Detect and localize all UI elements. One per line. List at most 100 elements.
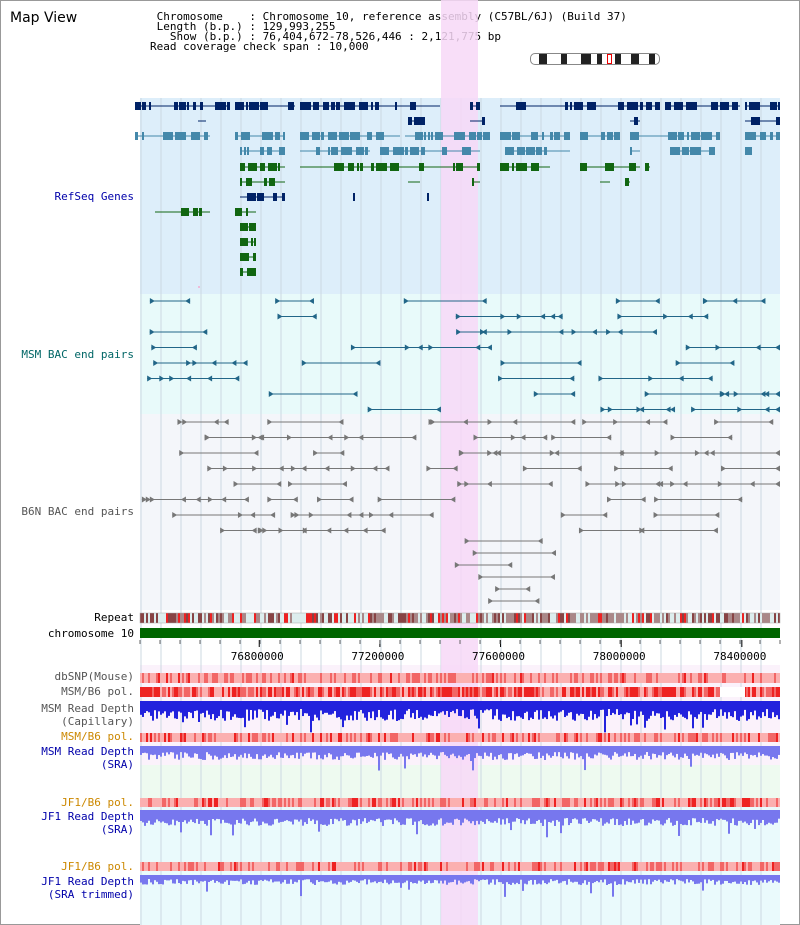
jf1-read-depth-trim-bar xyxy=(182,875,184,881)
jf1-b6-pol-mark xyxy=(544,798,546,807)
dbsnp-mark xyxy=(418,673,420,683)
msm-read-depth-cap-bar xyxy=(604,701,606,733)
refseq-gene-exon xyxy=(512,163,514,171)
jf1-read-depth-trim-bar xyxy=(200,875,202,882)
refseq-gene-exon xyxy=(247,268,256,276)
jf1-read-depth-trim-bar xyxy=(608,875,610,884)
dbsnp-mark xyxy=(454,673,456,683)
msm-read-depth-sra-bar xyxy=(596,746,598,756)
msm-read-depth-sra-bar xyxy=(364,746,366,757)
jf1-read-depth-trim-bar xyxy=(558,875,560,884)
repeat-mark xyxy=(628,613,630,623)
repeat-mark xyxy=(684,613,686,623)
bac-end-marker xyxy=(537,538,543,544)
jf1-read-depth-trim-bar xyxy=(556,875,558,880)
jf1-b6-pol-mark xyxy=(712,862,714,871)
chromosome-ideogram[interactable] xyxy=(530,53,660,65)
msm-read-depth-cap-bar xyxy=(424,701,426,718)
msm-read-depth-cap-bar xyxy=(300,701,302,710)
jf1-read-depth-trim-bar xyxy=(658,875,660,880)
jf1-b6-pol-mark xyxy=(438,862,440,871)
jf1-b6-pol-mark xyxy=(326,798,328,807)
refseq-gene-exon xyxy=(260,163,265,171)
msm-b6-pol-mark xyxy=(484,733,486,742)
msm-b6-pol-mark xyxy=(594,687,596,697)
jf1-read-depth-sra-bar xyxy=(302,810,304,826)
jf1-read-depth-trim-bar xyxy=(376,875,378,884)
dbsnp-mark xyxy=(212,673,214,683)
msm-read-depth-cap-bar xyxy=(270,701,272,717)
jf1-b6-pol-mark xyxy=(424,862,426,871)
repeat-mark xyxy=(650,613,652,623)
repeat-mark xyxy=(300,613,302,623)
jf1-read-depth-trim-bar xyxy=(268,875,270,882)
msm-read-depth-cap-bar xyxy=(708,701,710,715)
jf1-b6-pol-mark xyxy=(194,862,196,871)
msm-b6-pol-mark xyxy=(476,687,478,697)
repeat-mark xyxy=(626,613,628,623)
msm-read-depth-sra-bar xyxy=(216,746,218,757)
jf1-b6-pol-mark xyxy=(286,798,288,807)
jf1-b6-pol-mark xyxy=(668,798,670,807)
jf1-read-depth-trim-bar xyxy=(446,875,448,885)
jf1-read-depth-trim-bar xyxy=(434,875,436,881)
msm-b6-pol-mark xyxy=(526,733,528,742)
jf1-b6-pol-mark xyxy=(258,798,260,807)
jf1-b6-pol-mark xyxy=(320,798,322,807)
msm-b6-pol-mark xyxy=(152,733,154,742)
dbsnp-mark xyxy=(226,673,228,683)
repeat-mark xyxy=(576,613,578,623)
msm-b6-pol-mark xyxy=(318,687,320,697)
repeat-mark xyxy=(578,613,580,623)
jf1-b6-pol-mark xyxy=(430,798,432,807)
jf1-b6-pol-mark xyxy=(774,862,776,871)
repeat-mark xyxy=(648,613,650,623)
jf1-read-depth-trim-bar xyxy=(244,875,246,884)
bac-end-marker xyxy=(192,360,198,366)
jf1-b6-pol-mark xyxy=(404,798,406,807)
jf1-b6-pol-mark xyxy=(322,798,324,807)
jf1-read-depth-trim-bar xyxy=(614,875,616,882)
jf1-b6-pol-mark xyxy=(708,862,710,871)
jf1-read-depth-sra-bar xyxy=(758,810,760,826)
jf1-read-depth-trim-bar xyxy=(716,875,718,882)
msm-read-depth-cap-bar xyxy=(390,701,392,711)
repeat-mark xyxy=(708,613,710,623)
msm-b6-pol-mark xyxy=(434,687,436,697)
msm-b6-pol-mark xyxy=(756,687,758,697)
msm-read-depth-sra-bar xyxy=(770,746,772,760)
refseq-gene-exon xyxy=(414,117,425,125)
jf1-read-depth-sra-bar xyxy=(300,810,302,820)
dbsnp-mark xyxy=(624,673,626,683)
jf1-b6-pol-mark xyxy=(686,798,688,807)
dbsnp-mark xyxy=(752,673,754,683)
msm-b6-pol-mark xyxy=(544,687,546,697)
msm-read-depth-sra-bar xyxy=(474,746,476,759)
jf1-read-depth-sra-bar xyxy=(158,810,160,822)
jf1-b6-pol-mark xyxy=(460,798,462,807)
msm-b6-pol-mark xyxy=(222,687,224,697)
repeat-mark xyxy=(542,613,544,623)
jf1-b6-pol-mark xyxy=(342,798,344,807)
msm-b6-pol-mark xyxy=(174,687,176,697)
dbsnp-mark xyxy=(662,673,664,683)
dbsnp-mark xyxy=(586,673,588,683)
jf1-read-depth-trim-bar xyxy=(170,875,172,880)
msm-read-depth-sra-bar xyxy=(776,746,778,759)
jf1-read-depth-sra-bar xyxy=(602,810,604,826)
bac-end-marker xyxy=(703,450,709,456)
jf1-b6-pol-mark xyxy=(274,862,276,871)
jf1-read-depth-trim-bar xyxy=(222,875,224,884)
jf1-b6-pol-mark xyxy=(750,798,752,807)
msm-read-depth-cap-bar xyxy=(628,701,630,714)
jf1-b6-pol-mark xyxy=(602,862,604,871)
bac-end-marker xyxy=(149,496,155,503)
track-label-msm-depth-cap-1: MSM Read Depth xyxy=(41,702,134,715)
repeat-mark xyxy=(388,613,390,623)
jf1-b6-pol-mark xyxy=(246,798,248,807)
refseq-gene-exon xyxy=(531,163,539,171)
msm-read-depth-sra-bar xyxy=(260,746,262,760)
msm-b6-pol-mark xyxy=(250,687,252,697)
jf1-b6-pol-mark xyxy=(654,798,656,807)
